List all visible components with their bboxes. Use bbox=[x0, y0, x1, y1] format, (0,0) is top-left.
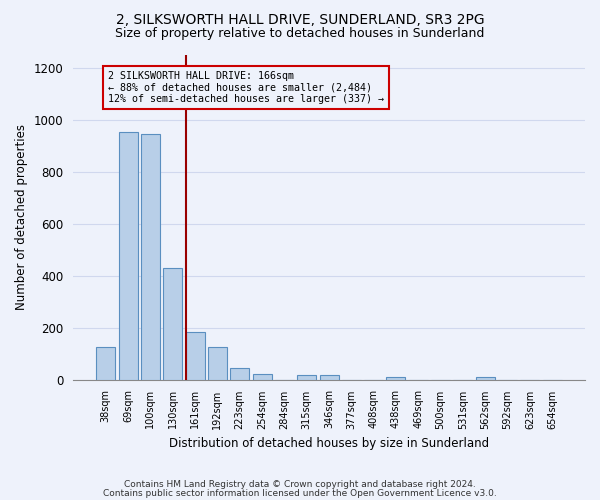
X-axis label: Distribution of detached houses by size in Sunderland: Distribution of detached houses by size … bbox=[169, 437, 489, 450]
Bar bbox=[163, 268, 182, 380]
Text: Contains HM Land Registry data © Crown copyright and database right 2024.: Contains HM Land Registry data © Crown c… bbox=[124, 480, 476, 489]
Bar bbox=[320, 375, 338, 380]
Text: Size of property relative to detached houses in Sunderland: Size of property relative to detached ho… bbox=[115, 28, 485, 40]
Bar bbox=[208, 347, 227, 380]
Bar bbox=[297, 375, 316, 380]
Bar bbox=[141, 134, 160, 380]
Text: 2, SILKSWORTH HALL DRIVE, SUNDERLAND, SR3 2PG: 2, SILKSWORTH HALL DRIVE, SUNDERLAND, SR… bbox=[116, 12, 484, 26]
Bar bbox=[476, 377, 495, 380]
Y-axis label: Number of detached properties: Number of detached properties bbox=[15, 124, 28, 310]
Bar bbox=[230, 368, 249, 380]
Bar bbox=[96, 347, 115, 380]
Bar bbox=[185, 332, 205, 380]
Bar bbox=[119, 132, 137, 380]
Bar bbox=[386, 377, 406, 380]
Text: Contains public sector information licensed under the Open Government Licence v3: Contains public sector information licen… bbox=[103, 489, 497, 498]
Text: 2 SILKSWORTH HALL DRIVE: 166sqm
← 88% of detached houses are smaller (2,484)
12%: 2 SILKSWORTH HALL DRIVE: 166sqm ← 88% of… bbox=[107, 70, 383, 104]
Bar bbox=[253, 374, 272, 380]
